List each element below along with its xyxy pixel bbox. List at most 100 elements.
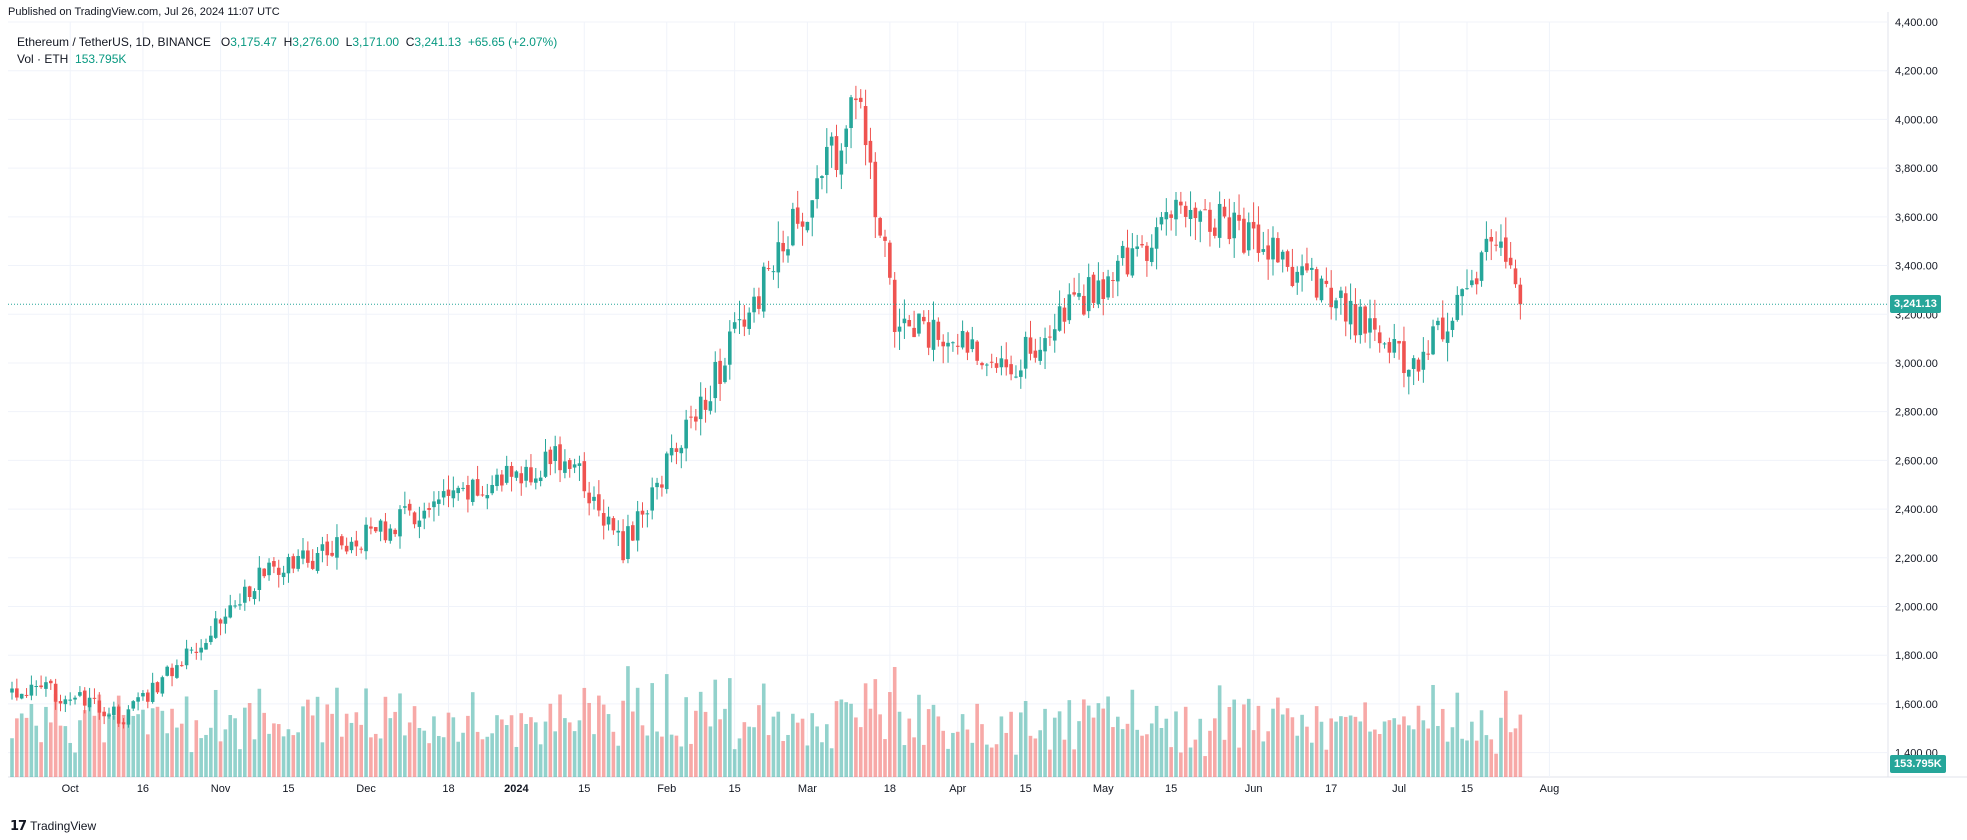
volume-bar bbox=[548, 703, 553, 777]
legend: Ethereum / TetherUS, 1D, BINANCE O3,175.… bbox=[17, 34, 557, 68]
volume-bar bbox=[495, 715, 499, 777]
candle-body bbox=[563, 461, 567, 473]
volume-bar bbox=[761, 683, 766, 777]
volume-bar bbox=[116, 695, 121, 777]
time-tick-label: Oct bbox=[62, 783, 79, 795]
time-tick-label: 15 bbox=[578, 783, 590, 795]
candle-body bbox=[121, 722, 126, 725]
volume-bar bbox=[563, 718, 567, 777]
last-volume-label: 153.795K bbox=[1890, 755, 1946, 773]
volume-bar bbox=[1392, 718, 1397, 777]
candle-body bbox=[626, 526, 630, 560]
volume-bar bbox=[1086, 705, 1091, 777]
volume-bar bbox=[267, 733, 271, 777]
volume-bar bbox=[417, 727, 422, 777]
candle-body bbox=[868, 140, 873, 163]
volume-bar bbox=[1411, 729, 1416, 777]
candle-body bbox=[34, 686, 39, 688]
candle-body bbox=[1508, 257, 1513, 266]
candle-body bbox=[960, 331, 965, 348]
candle-body bbox=[1339, 290, 1343, 298]
legend-low-value: 3,171.00 bbox=[352, 35, 400, 49]
candle-body bbox=[369, 526, 373, 529]
candle-body bbox=[965, 332, 970, 353]
volume-bar bbox=[310, 715, 315, 777]
candle-body bbox=[204, 643, 208, 650]
candle-body bbox=[970, 339, 975, 350]
candle-body bbox=[926, 322, 931, 348]
volume-bar bbox=[213, 689, 218, 777]
volume-bar bbox=[664, 674, 669, 777]
volume-bar bbox=[1431, 684, 1435, 777]
candle-body bbox=[1392, 339, 1397, 353]
volume-bar bbox=[684, 697, 688, 777]
legend-volume-label: Vol · ETH bbox=[17, 52, 69, 66]
volume-bar bbox=[766, 735, 771, 777]
candle-body bbox=[1314, 269, 1319, 298]
volume-bar bbox=[1009, 711, 1013, 777]
candle-body bbox=[955, 345, 960, 347]
candle-body bbox=[257, 567, 262, 591]
candle-body bbox=[199, 647, 203, 653]
volume-bar bbox=[1513, 728, 1518, 777]
volume-bar bbox=[815, 726, 819, 777]
candle-body bbox=[538, 477, 543, 482]
volume-bar bbox=[238, 749, 242, 777]
volume-bar bbox=[490, 733, 494, 777]
volume-bar bbox=[810, 713, 815, 777]
candle-body bbox=[422, 510, 427, 519]
volume-bar bbox=[863, 683, 868, 777]
tradingview-logo[interactable]: 𝟭𝟳 TradingView bbox=[10, 818, 96, 834]
candle-body bbox=[1106, 276, 1110, 298]
volume-bar bbox=[262, 712, 266, 777]
volume-bar bbox=[480, 739, 485, 777]
volume-bar bbox=[165, 733, 169, 777]
volume-bar bbox=[427, 743, 431, 777]
volume-bars bbox=[10, 666, 1523, 777]
volume-bar bbox=[58, 725, 63, 777]
volume-bar bbox=[325, 704, 330, 777]
volume-bar bbox=[1183, 706, 1188, 777]
time-tick-label: Apr bbox=[949, 783, 966, 795]
volume-bar bbox=[1470, 721, 1474, 777]
candle-body bbox=[679, 447, 684, 454]
volume-bar bbox=[519, 713, 524, 777]
candle-body bbox=[470, 479, 475, 502]
volume-bar bbox=[1499, 717, 1503, 777]
volume-bar bbox=[1198, 718, 1203, 777]
legend-change: +65.65 (+2.07%) bbox=[467, 35, 558, 49]
candle-body bbox=[1057, 306, 1062, 331]
volume-bar bbox=[786, 734, 790, 777]
candle-body bbox=[1208, 209, 1212, 232]
volume-bar bbox=[1120, 729, 1125, 777]
volume-bar bbox=[146, 734, 150, 777]
candle-body bbox=[1251, 221, 1256, 229]
volume-bar bbox=[820, 742, 824, 777]
candle-body bbox=[218, 619, 223, 624]
volume-bar bbox=[1310, 742, 1314, 777]
candle-body bbox=[849, 97, 853, 129]
candle-body bbox=[393, 529, 397, 535]
candle-body bbox=[941, 341, 945, 347]
candle-body bbox=[1416, 359, 1421, 372]
volume-bar bbox=[514, 746, 519, 777]
volume-bar bbox=[980, 724, 984, 777]
volume-bar bbox=[393, 711, 397, 777]
volume-bar bbox=[102, 742, 106, 777]
volume-bar bbox=[509, 715, 514, 777]
candle-body bbox=[136, 697, 140, 702]
volume-bar bbox=[422, 730, 427, 777]
candle-body bbox=[1421, 351, 1426, 370]
volume-bar bbox=[989, 747, 994, 777]
candle-body bbox=[475, 479, 480, 496]
candle-body bbox=[601, 513, 606, 526]
candle-body bbox=[980, 362, 984, 366]
candle-body bbox=[1023, 336, 1028, 369]
time-tick-label: 15 bbox=[729, 783, 741, 795]
volume-bar bbox=[1373, 729, 1377, 777]
volume-bar bbox=[698, 691, 703, 777]
volume-bar bbox=[1033, 738, 1038, 777]
candle-body bbox=[718, 360, 722, 384]
candle-body bbox=[1368, 318, 1372, 333]
